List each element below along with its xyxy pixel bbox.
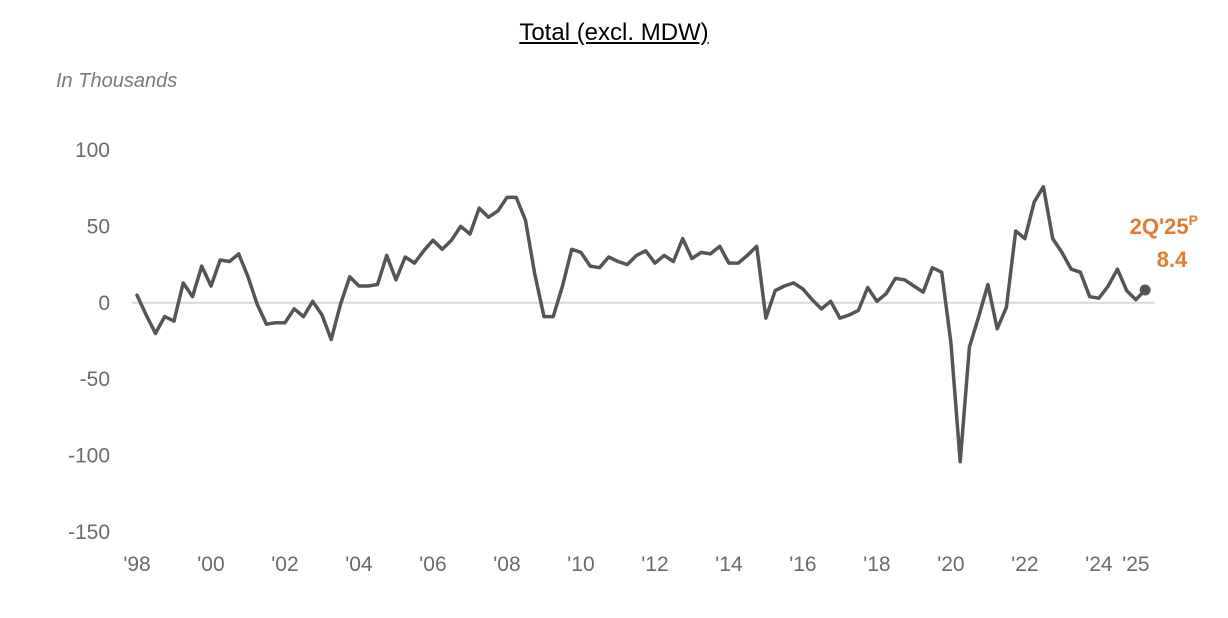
callout-value-label: 8.4 [1157, 247, 1188, 272]
series-line [135, 184, 1147, 464]
chart-title: Total (excl. MDW) [519, 19, 709, 46]
x-tick-label: '08 [493, 553, 520, 576]
callout-period-label: 2Q'25P [1130, 212, 1198, 239]
y-tick-label: -150 [68, 521, 110, 544]
y-tick-label: 50 [87, 215, 110, 238]
x-tick-label: '22 [1011, 553, 1038, 576]
x-tick-label: '12 [641, 553, 668, 576]
x-tick-label: '06 [419, 553, 446, 576]
x-tick-label: '18 [863, 553, 890, 576]
x-tick-label: '16 [789, 553, 816, 576]
y-tick-label: -100 [68, 445, 110, 468]
callout-superscript: P [1189, 212, 1198, 228]
x-tick-label: '25 [1122, 553, 1149, 576]
y-tick-label: -50 [80, 368, 110, 391]
latest-data-point [1139, 284, 1151, 296]
x-tick-label: '24 [1085, 553, 1113, 576]
y-tick-label: 100 [75, 139, 110, 162]
y-axis-unit-label: In Thousands [56, 70, 178, 92]
x-tick-label: '00 [197, 553, 224, 576]
x-tick-label: '98 [123, 553, 150, 576]
x-tick-label: '14 [715, 553, 743, 576]
x-tick-label: '04 [345, 553, 373, 576]
callout-period-text: 2Q'25 [1130, 214, 1189, 239]
x-tick-label: '20 [937, 553, 964, 576]
x-tick-label: '02 [271, 553, 298, 576]
x-tick-label: '10 [567, 553, 594, 576]
x-axis-ticks: '98 '00 '02 '04 '06 '08 '10 '12 '14 '16 '18 '20 '22 '… [123, 553, 1149, 576]
y-axis-ticks: 100 50 0 -50 -100 -150 [68, 139, 110, 544]
y-tick-label: 0 [98, 292, 110, 315]
